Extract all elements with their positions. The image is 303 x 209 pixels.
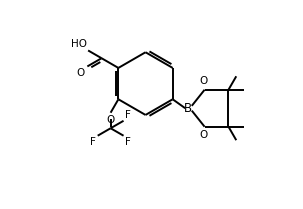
Text: HO: HO <box>71 39 87 49</box>
Text: O: O <box>106 115 115 125</box>
Text: F: F <box>125 137 131 147</box>
Text: O: O <box>199 130 207 140</box>
Text: F: F <box>125 110 131 120</box>
Text: F: F <box>90 137 96 147</box>
Text: B: B <box>184 102 192 115</box>
Text: O: O <box>77 68 85 78</box>
Text: O: O <box>199 76 207 86</box>
